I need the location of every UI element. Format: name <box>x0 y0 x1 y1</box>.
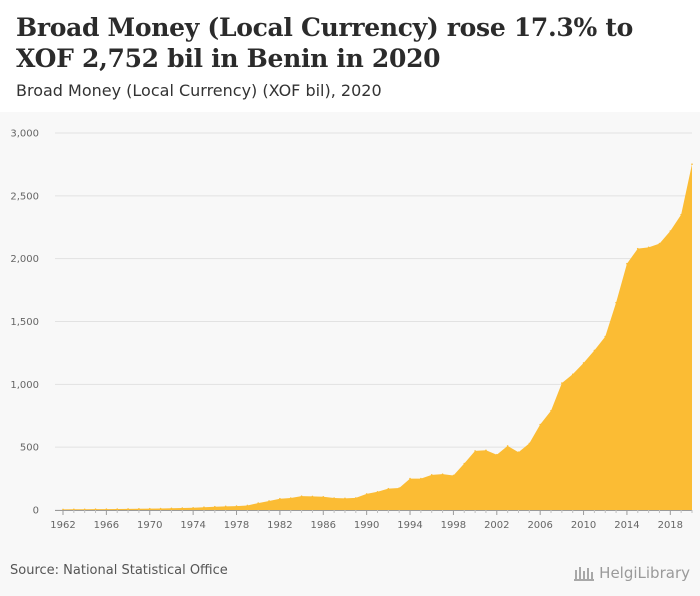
footer: Source: National Statistical Office Helg… <box>0 552 700 596</box>
data-point <box>647 246 650 249</box>
data-point <box>344 497 346 500</box>
brand-name: HelgiLibrary <box>599 564 690 582</box>
data-point <box>170 507 173 510</box>
data-point <box>192 506 194 509</box>
data-point <box>257 502 260 504</box>
data-point <box>333 497 335 499</box>
data-point <box>376 490 379 493</box>
x-tick-label: 1994 <box>397 520 422 531</box>
data-point <box>181 507 184 509</box>
data-point <box>669 230 672 232</box>
header: Broad Money (Local Currency) rose 17.3% … <box>0 0 700 112</box>
y-tick-label: 1,500 <box>10 317 39 328</box>
y-tick-label: 2,500 <box>10 191 39 202</box>
data-point <box>268 500 270 502</box>
brand-logo[interactable]: HelgiLibrary <box>573 562 690 584</box>
data-point <box>138 507 140 510</box>
data-point <box>159 507 162 510</box>
data-point <box>398 487 400 489</box>
data-point <box>561 382 563 384</box>
x-tick-label: 2002 <box>484 520 509 531</box>
x-tick-label: 1978 <box>224 520 249 531</box>
data-point <box>83 508 86 511</box>
data-point <box>517 451 520 453</box>
data-point <box>289 497 292 499</box>
data-point <box>365 493 368 495</box>
x-tick-label: 2014 <box>614 520 639 531</box>
data-point <box>680 213 682 216</box>
x-tick-label: 1974 <box>180 520 205 531</box>
data-point <box>311 495 314 498</box>
y-tick-label: 1,000 <box>10 380 39 391</box>
x-tick-label: 1962 <box>50 520 75 531</box>
data-point <box>105 508 108 510</box>
data-point <box>203 506 205 509</box>
data-point <box>593 349 596 352</box>
data-point <box>604 335 607 338</box>
x-tick-label: 1970 <box>137 520 162 531</box>
data-point <box>322 496 325 498</box>
x-tick-label: 1986 <box>311 520 336 531</box>
data-point <box>550 409 552 412</box>
x-tick-label: 2010 <box>571 520 596 531</box>
data-point <box>626 262 628 265</box>
data-point <box>571 373 574 376</box>
data-point <box>463 462 466 465</box>
data-point <box>636 247 639 250</box>
data-point <box>452 474 455 477</box>
x-tick-label: 2006 <box>527 520 552 531</box>
data-point <box>355 497 357 499</box>
data-point <box>279 497 281 500</box>
data-point <box>300 495 303 497</box>
source-note: Source: National Statistical Office <box>10 563 228 578</box>
data-point <box>420 477 422 480</box>
data-point <box>214 505 216 508</box>
data-point <box>73 508 75 511</box>
x-tick-label: 1998 <box>441 520 466 531</box>
data-point <box>691 163 693 165</box>
data-point <box>539 423 541 426</box>
chart-title: Broad Money (Local Currency) rose 17.3% … <box>16 13 634 73</box>
data-point <box>485 449 487 452</box>
data-point <box>387 487 390 490</box>
area-chart: 0 500 1,000 1,500 2,000 2,500 3,000 1962 1966 197… <box>10 129 693 531</box>
data-point <box>528 442 531 445</box>
data-point <box>235 505 238 507</box>
data-point <box>474 450 476 452</box>
data-point <box>582 362 585 364</box>
y-tick-label: 0 <box>33 506 39 517</box>
data-point <box>430 474 433 476</box>
x-tick-label: 1966 <box>94 520 119 531</box>
y-tick-label: 2,000 <box>10 254 39 265</box>
x-tick-label: 1990 <box>354 520 379 531</box>
data-point <box>409 477 411 480</box>
y-tick-label: 500 <box>20 443 39 454</box>
data-point <box>116 508 119 510</box>
data-point <box>506 445 509 447</box>
data-point <box>127 508 129 510</box>
library-icon <box>574 567 595 581</box>
data-point <box>94 508 97 510</box>
data-point <box>246 504 249 507</box>
data-point <box>495 453 498 456</box>
chart-subtitle: Broad Money (Local Currency) (XOF bil), … <box>16 81 382 100</box>
x-tick-label: 1982 <box>267 520 292 531</box>
data-point <box>658 242 661 245</box>
data-point <box>224 505 227 508</box>
data-point <box>615 301 617 304</box>
data-area <box>63 164 692 510</box>
y-tick-label: 3,000 <box>10 129 39 140</box>
data-point <box>62 508 64 511</box>
x-tick-label: 2018 <box>658 520 683 531</box>
data-point <box>441 473 444 475</box>
data-point <box>148 507 151 510</box>
